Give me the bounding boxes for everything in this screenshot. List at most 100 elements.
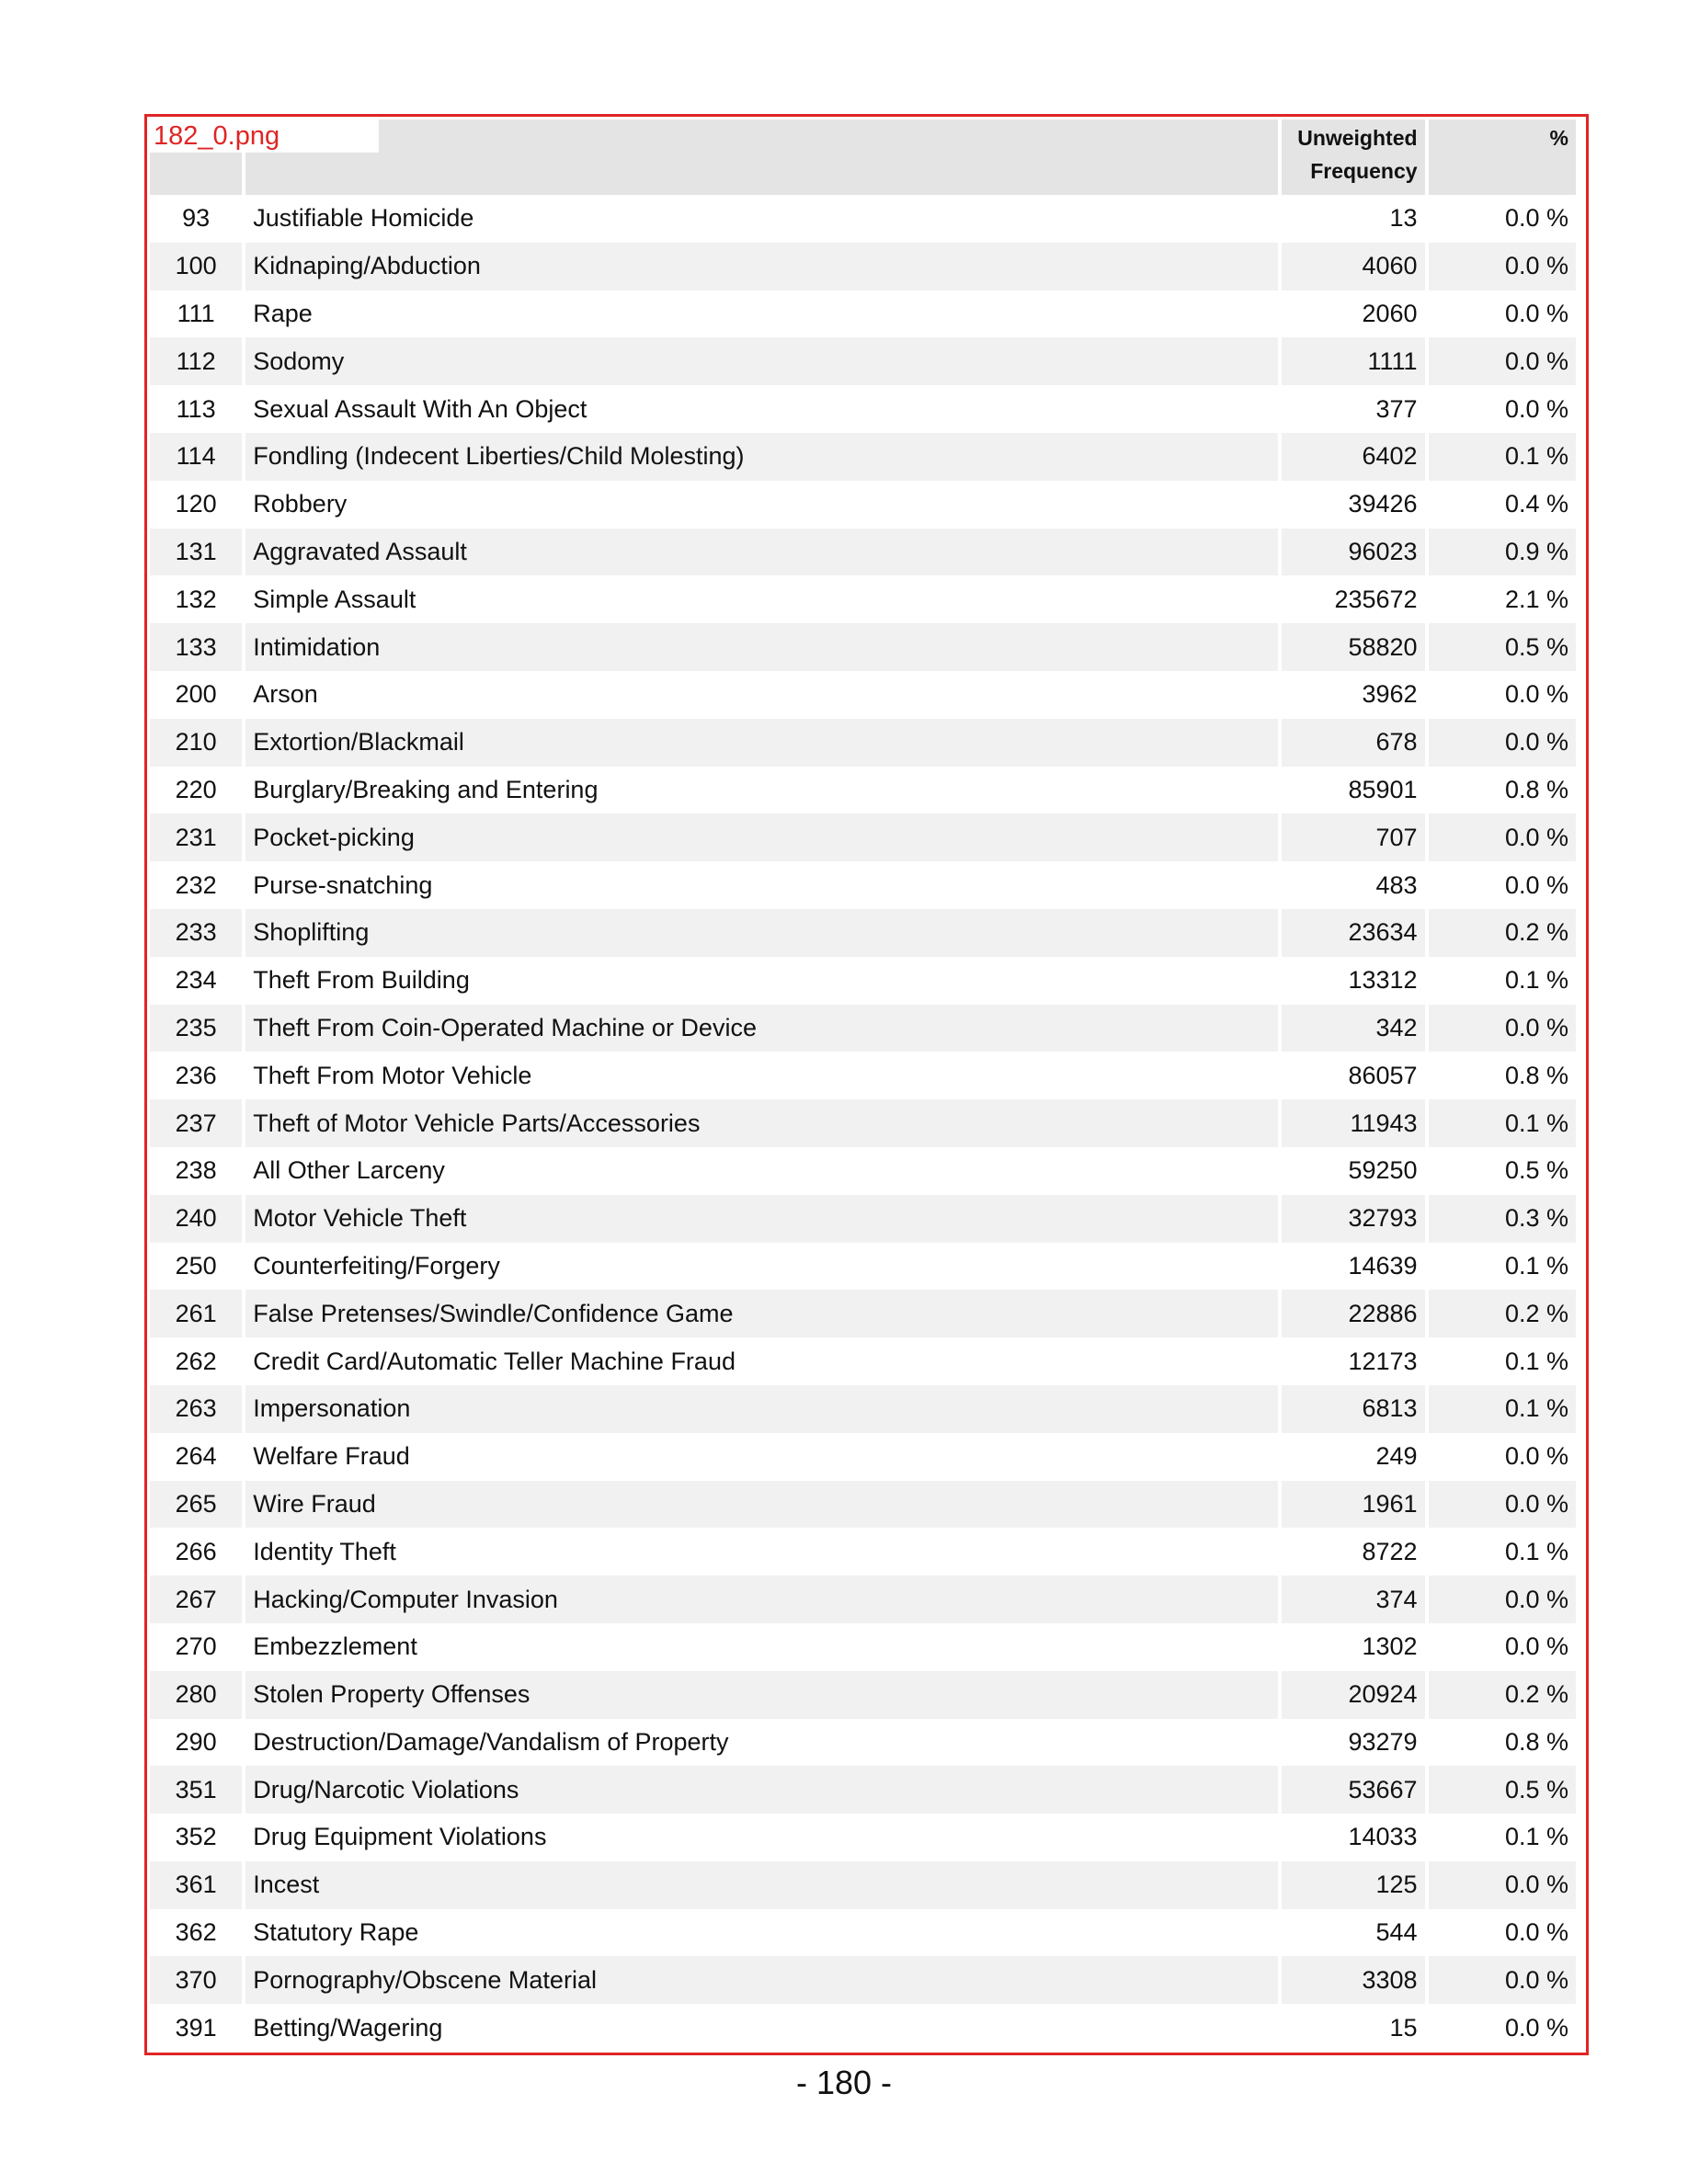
cell-frequency: 1961 bbox=[1282, 1480, 1425, 1529]
cell-percent: 0.1 % bbox=[1504, 1823, 1568, 1851]
cell-frequency: 22886 bbox=[1282, 1290, 1425, 1338]
cell-percent: 0.2 % bbox=[1428, 908, 1576, 957]
cell-percent: 0.0 % bbox=[1428, 1575, 1576, 1623]
cell-description: Robbery bbox=[253, 490, 348, 518]
cell-description: Arson bbox=[253, 680, 318, 709]
cell-code: 120 bbox=[175, 490, 217, 518]
cell-description: Counterfeiting/Forgery bbox=[253, 1251, 500, 1280]
cell-frequency: 23634 bbox=[1282, 908, 1425, 957]
cell-percent: 0.0 % bbox=[1504, 1632, 1568, 1661]
cell-frequency: 4060 bbox=[1282, 242, 1425, 290]
cell-frequency: 678 bbox=[1282, 718, 1425, 767]
cell-percent: 0.1 % bbox=[1428, 1099, 1576, 1147]
header-frequency-line1: Unweighted bbox=[1297, 126, 1418, 150]
cell-percent: 0.0 % bbox=[1428, 242, 1576, 290]
table-row: 361 Incest 125 0.0 % bbox=[150, 1860, 1576, 1909]
cell-frequency: 235672 bbox=[1334, 585, 1418, 613]
cell-percent: 0.2 % bbox=[1428, 1670, 1576, 1719]
cell-description: Simple Assault bbox=[253, 585, 416, 613]
page-number: - 180 - bbox=[795, 2064, 893, 2101]
cell-frequency: 377 bbox=[1375, 394, 1418, 423]
cell-percent: 0.2 % bbox=[1428, 1290, 1576, 1338]
cell-description: Theft From Coin-Operated Machine or Devi… bbox=[245, 1004, 1279, 1052]
cell-code: 370 bbox=[150, 1956, 243, 2005]
table-row: 237 Theft of Motor Vehicle Parts/Accessor… bbox=[150, 1099, 1576, 1147]
cell-frequency: 6402 bbox=[1282, 432, 1425, 481]
cell-percent: 0.0 % bbox=[1504, 204, 1568, 233]
cell-description: Theft From Motor Vehicle bbox=[253, 1061, 532, 1089]
cell-description: Fondling (Indecent Liberties/Child Moles… bbox=[245, 432, 1279, 481]
table-row: 262 Credit Card/Automatic Teller Machine … bbox=[150, 1337, 1576, 1385]
cell-percent: 0.5 % bbox=[1504, 1156, 1568, 1185]
table-row: 100 Kidnaping/Abduction 4060 0.0 % bbox=[150, 242, 1576, 290]
table-row: 362 Statutory Rape 544 0.0 % bbox=[150, 1909, 1576, 1957]
cell-percent: 0.8 % bbox=[1504, 1727, 1568, 1756]
cell-code: 237 bbox=[150, 1099, 243, 1147]
table-row: 114 Fondling (Indecent Liberties/Child Mo… bbox=[150, 432, 1576, 481]
table-row: 250 Counterfeiting/Forgery 14639 0.1 % bbox=[150, 1243, 1576, 1291]
cell-description: Motor Vehicle Theft bbox=[245, 1194, 1279, 1243]
cell-frequency: 13312 bbox=[1348, 966, 1418, 995]
table-row: 233 Shoplifting 23634 0.2 % bbox=[150, 908, 1576, 957]
cell-code: 200 bbox=[175, 680, 217, 709]
cell-code: 351 bbox=[150, 1766, 243, 1814]
cell-code: 265 bbox=[150, 1480, 243, 1529]
cell-code: 238 bbox=[175, 1156, 217, 1185]
table-frame bbox=[144, 114, 1589, 2055]
cell-code: 236 bbox=[175, 1061, 217, 1089]
cell-description: Pornography/Obscene Material bbox=[245, 1956, 1279, 2005]
cell-frequency: 6813 bbox=[1282, 1384, 1425, 1433]
cell-frequency: 96023 bbox=[1282, 528, 1425, 576]
cell-description: Wire Fraud bbox=[245, 1480, 1279, 1529]
cell-percent: 0.0 % bbox=[1428, 1004, 1576, 1052]
cell-frequency: 125 bbox=[1282, 1860, 1425, 1909]
table-row: 131 Aggravated Assault 96023 0.9 % bbox=[150, 528, 1576, 576]
cell-percent: 0.0 % bbox=[1504, 1442, 1568, 1471]
cell-frequency: 85901 bbox=[1348, 775, 1418, 803]
cell-description: Statutory Rape bbox=[253, 1918, 419, 1947]
cell-frequency: 93279 bbox=[1348, 1727, 1418, 1756]
cell-percent: 0.5 % bbox=[1428, 1766, 1576, 1814]
cell-percent: 0.1 % bbox=[1504, 1537, 1568, 1565]
cell-frequency: 2060 bbox=[1362, 299, 1418, 327]
cell-code: 111 bbox=[177, 299, 215, 327]
cell-percent: 0.3 % bbox=[1428, 1194, 1576, 1243]
cell-code: 133 bbox=[150, 623, 243, 671]
cell-code: 362 bbox=[175, 1918, 217, 1947]
cell-code: 100 bbox=[150, 242, 243, 290]
cell-frequency: 58820 bbox=[1282, 623, 1425, 671]
cell-frequency: 59250 bbox=[1348, 1156, 1418, 1185]
cell-frequency: 32793 bbox=[1282, 1194, 1425, 1243]
cell-code: 267 bbox=[150, 1575, 243, 1623]
cell-percent: 0.8 % bbox=[1504, 775, 1568, 803]
cell-percent: 0.0 % bbox=[1504, 680, 1568, 709]
table-row: 231 Pocket-picking 707 0.0 % bbox=[150, 813, 1576, 862]
header-frequency-line2: Frequency bbox=[1310, 159, 1418, 183]
header-percent: % bbox=[1428, 119, 1576, 195]
cell-description: Shoplifting bbox=[245, 908, 1279, 957]
cell-frequency: 13 bbox=[1389, 204, 1418, 233]
cell-description: Credit Card/Automatic Teller Machine Fra… bbox=[253, 1347, 736, 1375]
cell-code: 352 bbox=[175, 1823, 217, 1851]
cell-frequency: 20924 bbox=[1282, 1670, 1425, 1719]
cell-frequency: 14033 bbox=[1348, 1823, 1418, 1851]
cell-code: 270 bbox=[175, 1632, 217, 1661]
cell-description: False Pretenses/Swindle/Confidence Game bbox=[245, 1290, 1279, 1338]
table-row: 267 Hacking/Computer Invasion 374 0.0 % bbox=[150, 1575, 1576, 1623]
cell-code: 231 bbox=[150, 813, 243, 862]
cell-description: Embezzlement bbox=[253, 1632, 417, 1661]
table-row: 220 Burglary/Breaking and Entering 85901 0.… bbox=[150, 767, 1576, 814]
table-body: 93 Justifiable Homicide 13 0.0 % 100 Kidnapin… bbox=[150, 195, 1576, 2052]
cell-frequency: 15 bbox=[1389, 2013, 1418, 2042]
cell-percent: 0.1 % bbox=[1504, 966, 1568, 995]
cell-code: 131 bbox=[150, 528, 243, 576]
cell-frequency: 39426 bbox=[1348, 490, 1418, 518]
cell-frequency: 53667 bbox=[1282, 1766, 1425, 1814]
cell-frequency: 249 bbox=[1375, 1442, 1418, 1471]
cell-description: Aggravated Assault bbox=[245, 528, 1279, 576]
table-row: 264 Welfare Fraud 249 0.0 % bbox=[150, 1433, 1576, 1481]
cell-percent: 0.5 % bbox=[1428, 623, 1576, 671]
header-description bbox=[245, 119, 1279, 195]
cell-code: 290 bbox=[175, 1727, 217, 1756]
cell-percent: 0.1 % bbox=[1504, 1347, 1568, 1375]
